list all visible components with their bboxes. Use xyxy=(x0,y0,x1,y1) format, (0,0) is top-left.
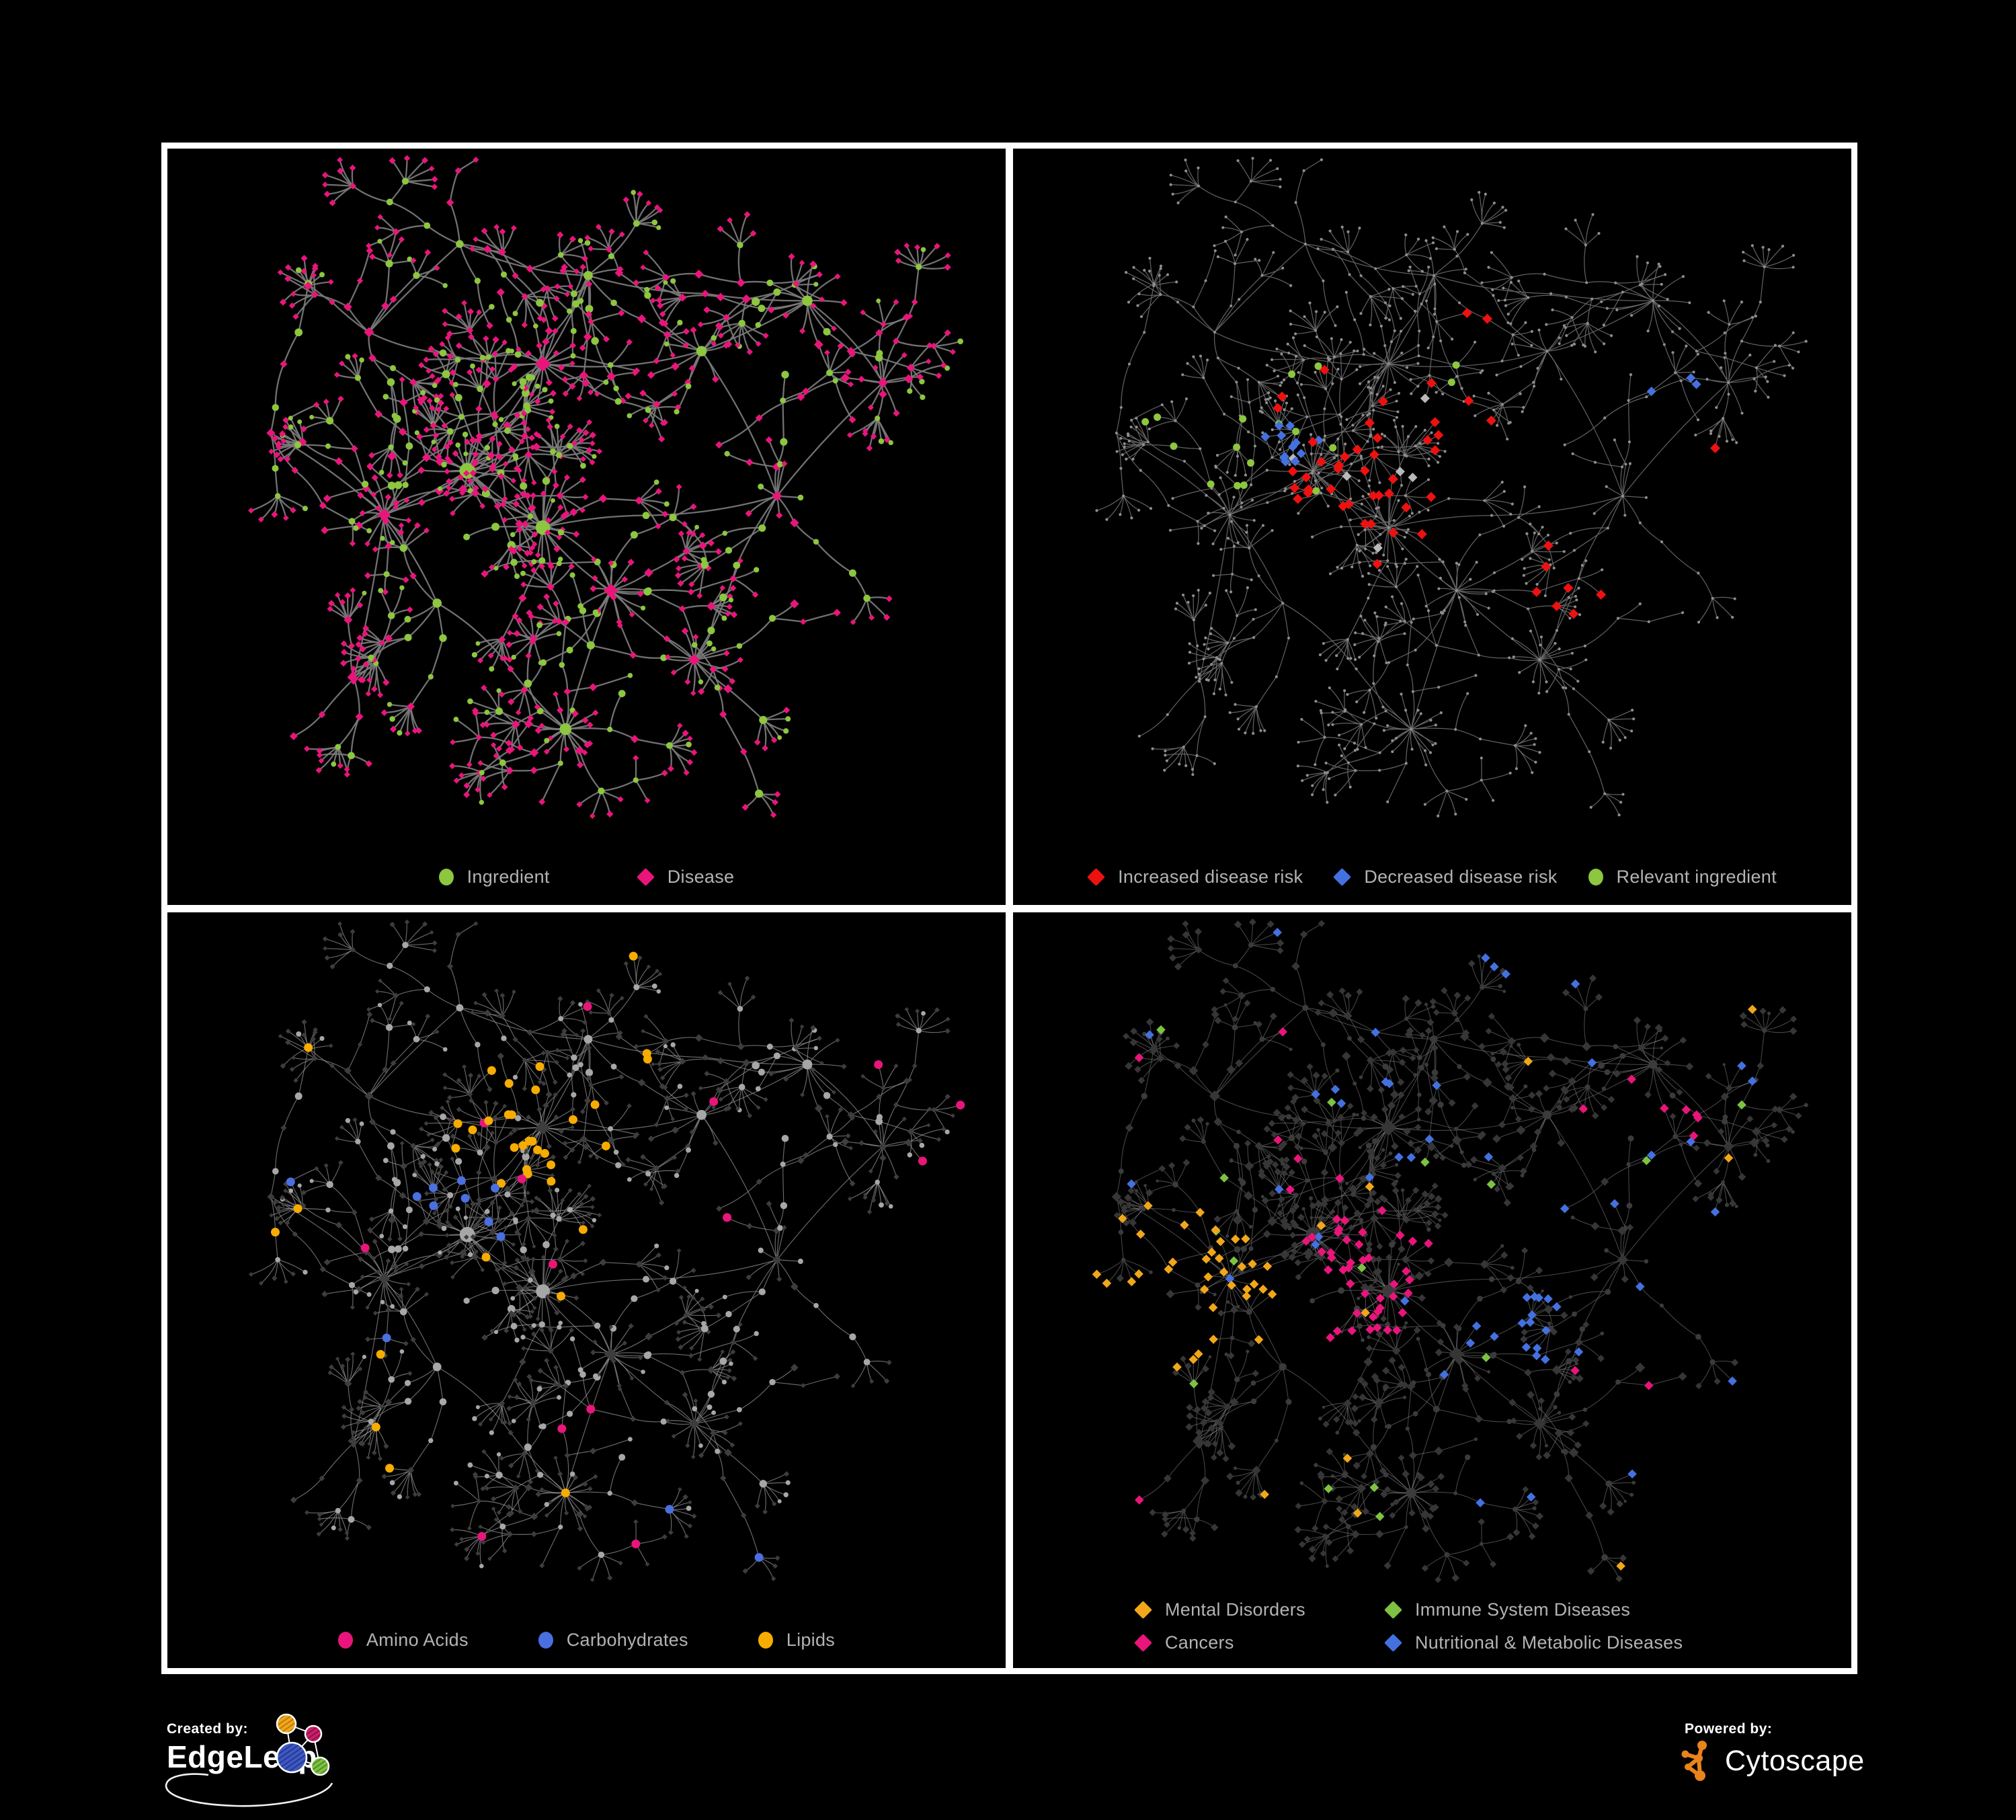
legend-item-disease: Disease xyxy=(636,866,735,887)
panel-macronutrient-classes: Amino Acids Carbohydrates Lipids xyxy=(167,912,1006,1668)
edgeleap-logo-icon xyxy=(276,1713,330,1776)
mental-disorders-diamond-icon xyxy=(1134,1601,1152,1619)
relevant-ingredient-circle-icon xyxy=(1588,868,1603,885)
cytoscape-lockup: Cytoscape xyxy=(1679,1740,1865,1782)
lipids-circle-icon xyxy=(758,1632,773,1649)
legend-disease-categories: Mental Disorders Immune System Diseases … xyxy=(1134,1599,1683,1653)
decreased-risk-diamond-icon xyxy=(1333,867,1352,886)
ingredient-disease-network-graph xyxy=(248,155,963,819)
legend-label: Nutritional & Metabolic Diseases xyxy=(1415,1632,1683,1653)
amino-acids-circle-icon xyxy=(337,1632,353,1649)
panel-ingredient-disease: Ingredient Disease xyxy=(167,149,1006,905)
cytoscape-logo-icon xyxy=(1681,1741,1707,1781)
legend-label: Ingredient xyxy=(467,866,550,887)
legend-label: Cancers xyxy=(1165,1632,1234,1653)
legend-item-relevant-ingredient: Relevant ingredient xyxy=(1588,867,1777,887)
panel-disease-categories: Mental Disorders Immune System Diseases … xyxy=(1013,912,1851,1668)
legend-label: Increased disease risk xyxy=(1118,866,1303,887)
legend-item-ingredient: Ingredient xyxy=(438,866,550,887)
legend-item-lipids: Lipids xyxy=(758,1630,835,1651)
legend-item-decreased-risk: Decreased disease risk xyxy=(1333,866,1558,887)
increased-risk-diamond-icon xyxy=(1087,867,1106,886)
legend-label: Immune System Diseases xyxy=(1415,1599,1631,1620)
macronutrient-network-graph xyxy=(249,919,965,1582)
created-by-label: Created by: xyxy=(167,1721,249,1737)
legend-label: Mental Disorders xyxy=(1165,1599,1305,1620)
edgeleap-credit: Created by: EdgeLeap xyxy=(165,1713,456,1819)
cytoscape-credit: Powered by: Cytoscape xyxy=(1679,1721,1864,1809)
disease-risk-network-graph xyxy=(1095,157,1808,818)
panels-grid: Ingredient Disease Increased disease ris… xyxy=(161,143,1857,1674)
nutritional-metabolic-diamond-icon xyxy=(1384,1634,1402,1652)
legend-item-nutritional-metabolic: Nutritional & Metabolic Diseases xyxy=(1384,1632,1683,1653)
legend-ingredient-disease: Ingredient Disease xyxy=(167,867,1006,887)
legend-item-carbohydrates: Carbohydrates xyxy=(538,1630,688,1651)
panel-disease-risk: Increased disease risk Decreased disease… xyxy=(1013,149,1851,905)
powered-by-label: Powered by: xyxy=(1685,1721,1773,1737)
legend-label: Carbohydrates xyxy=(566,1630,688,1650)
legend-disease-risk: Increased disease risk Decreased disease… xyxy=(1013,867,1851,887)
legend-item-cancers: Cancers xyxy=(1134,1632,1385,1653)
legend-item-increased-risk: Increased disease risk xyxy=(1087,866,1303,887)
legend-label: Disease xyxy=(667,866,735,887)
legend-item-immune-diseases: Immune System Diseases xyxy=(1384,1599,1683,1620)
cancers-diamond-icon xyxy=(1134,1634,1152,1652)
legend-label: Relevant ingredient xyxy=(1616,866,1777,887)
disease-category-network-graph xyxy=(1092,918,1808,1583)
legend-item-mental-disorders: Mental Disorders xyxy=(1134,1599,1385,1620)
legend-label: Lipids xyxy=(786,1630,836,1650)
legend-item-amino-acids: Amino Acids xyxy=(337,1630,469,1651)
legend-label: Decreased disease risk xyxy=(1364,866,1558,887)
cytoscape-wordmark: Cytoscape xyxy=(1725,1744,1865,1777)
legend-macronutrients: Amino Acids Carbohydrates Lipids xyxy=(167,1630,1006,1651)
immune-diseases-diamond-icon xyxy=(1384,1601,1402,1619)
disease-diamond-icon xyxy=(636,867,655,886)
legend-label: Amino Acids xyxy=(366,1630,469,1650)
carbohydrates-circle-icon xyxy=(538,1632,553,1649)
ingredient-circle-icon xyxy=(438,868,454,885)
